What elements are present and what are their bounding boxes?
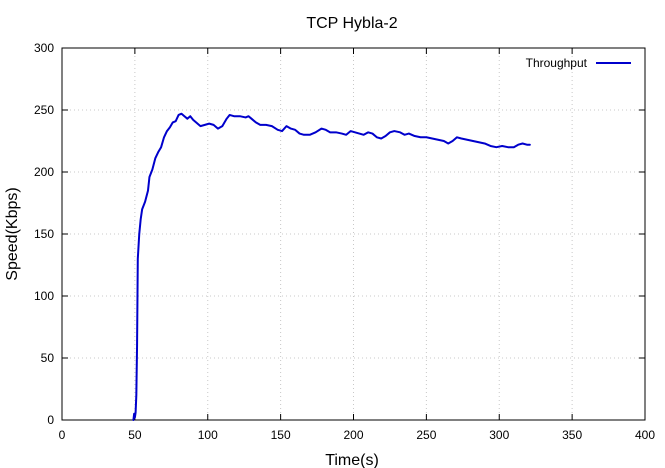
x-tick-label: 250 xyxy=(416,428,436,442)
x-tick-label: 100 xyxy=(198,428,218,442)
axis-ticks: 0 50 100 150 200 250 300 350 400 0 50 100 150 200 250 3… xyxy=(34,41,655,442)
series-layer xyxy=(132,112,531,421)
x-tick-label: 150 xyxy=(271,428,291,442)
y-tick-label: 300 xyxy=(34,41,54,55)
x-tick-label: 300 xyxy=(489,428,509,442)
y-tick-label: 50 xyxy=(41,351,55,365)
series-line-throughput xyxy=(132,112,531,421)
grid xyxy=(62,48,645,420)
y-tick-label: 250 xyxy=(34,103,54,117)
y-tick-label: 150 xyxy=(34,227,54,241)
y-axis-title: Speed(Kbps) xyxy=(4,187,21,280)
y-tick-label: 200 xyxy=(34,165,54,179)
y-tick-label: 0 xyxy=(47,413,54,427)
legend: Throughput xyxy=(526,56,631,70)
x-tick-label: 350 xyxy=(562,428,582,442)
chart-title: TCP Hybla-2 xyxy=(306,15,397,32)
x-tick-label: 50 xyxy=(128,428,142,442)
x-tick-label: 400 xyxy=(635,428,655,442)
y-tick-label: 100 xyxy=(34,289,54,303)
x-tick-label: 0 xyxy=(59,428,66,442)
x-axis-title: Time(s) xyxy=(325,452,379,468)
x-tick-label: 200 xyxy=(343,428,363,442)
legend-label-throughput: Throughput xyxy=(526,56,588,70)
